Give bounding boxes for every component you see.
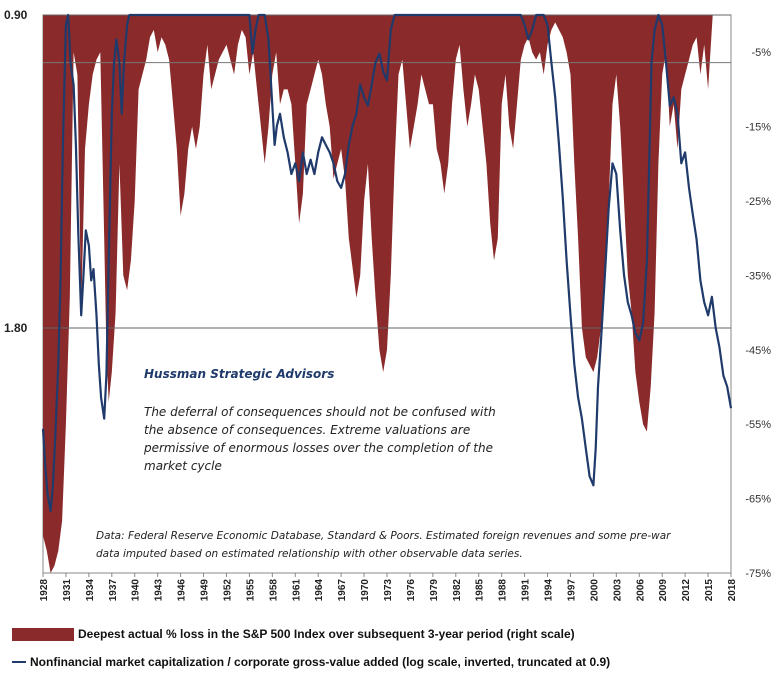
left-tick-label: 1.80 (4, 321, 28, 335)
left-tick-label: 0.90 (4, 8, 28, 22)
loss-area (43, 15, 713, 573)
x-tick-label: 2009 (658, 579, 669, 602)
brand-label: Hussman Strategic Advisors (144, 367, 335, 381)
x-tick-label: 1976 (406, 579, 417, 602)
x-tick-label: 1994 (544, 579, 555, 602)
x-tick-label: 2000 (589, 579, 600, 602)
source-note: Data: Federal Reserve Economic Database,… (96, 530, 671, 560)
legend-label-loss: Deepest actual % loss in the S&P 500 Ind… (78, 627, 575, 641)
x-tick-label: 1979 (429, 579, 440, 602)
right-tick-label: -55% (745, 419, 771, 431)
x-tick-label: 1988 (498, 579, 509, 602)
x-tick-label: 1985 (475, 579, 486, 602)
right-tick-label: -65% (745, 494, 771, 506)
quote-annotation: The deferral of consequences should not … (144, 405, 496, 473)
right-tick-label: -5% (751, 47, 771, 59)
valuation-line (41, 13, 733, 513)
x-tick-label: 1973 (383, 579, 394, 602)
right-tick-label: -35% (745, 270, 771, 282)
x-tick-label: 2015 (704, 579, 715, 602)
x-tick-label: 1964 (314, 579, 325, 602)
x-tick-label: 2006 (635, 579, 646, 602)
x-tick-label: 1967 (337, 579, 348, 602)
x-tick-label: 2012 (681, 579, 692, 602)
legend-label-valuation: Nonfinancial market capitalization / cor… (30, 655, 611, 669)
legend-entry-valuation: Nonfinancial market capitalization / cor… (12, 655, 610, 669)
x-tick-label: 1937 (108, 579, 119, 602)
legend-swatch-valuation (12, 661, 26, 663)
x-tick-label: 1946 (177, 579, 188, 602)
x-tick-label: 1943 (154, 579, 165, 602)
x-tick-label: 1958 (268, 579, 279, 602)
x-tick-label: 1982 (452, 579, 463, 602)
x-tick-label: 1940 (131, 579, 142, 602)
right-tick-label: -75% (745, 568, 771, 580)
x-tick-label: 2018 (727, 579, 738, 602)
x-tick-label: 1961 (291, 579, 302, 602)
x-tick-label: 1955 (245, 579, 256, 602)
x-tick-label: 2003 (612, 579, 623, 602)
right-tick-label: -15% (745, 122, 771, 134)
x-tick-label: 1928 (39, 579, 50, 602)
x-tick-label: 1952 (223, 579, 234, 602)
x-tick-label: 1991 (521, 579, 532, 602)
x-tick-label: 1970 (360, 579, 371, 602)
legend-entry-loss: Deepest actual % loss in the S&P 500 Ind… (12, 627, 575, 641)
x-tick-label: 1931 (62, 579, 73, 602)
right-tick-label: -45% (745, 345, 771, 357)
x-tick-label: 1949 (200, 579, 211, 602)
x-tick-label: 1934 (85, 579, 96, 602)
right-tick-label: -25% (745, 196, 771, 208)
legend-swatch-loss (12, 627, 74, 641)
x-tick-label: 1997 (567, 579, 578, 602)
